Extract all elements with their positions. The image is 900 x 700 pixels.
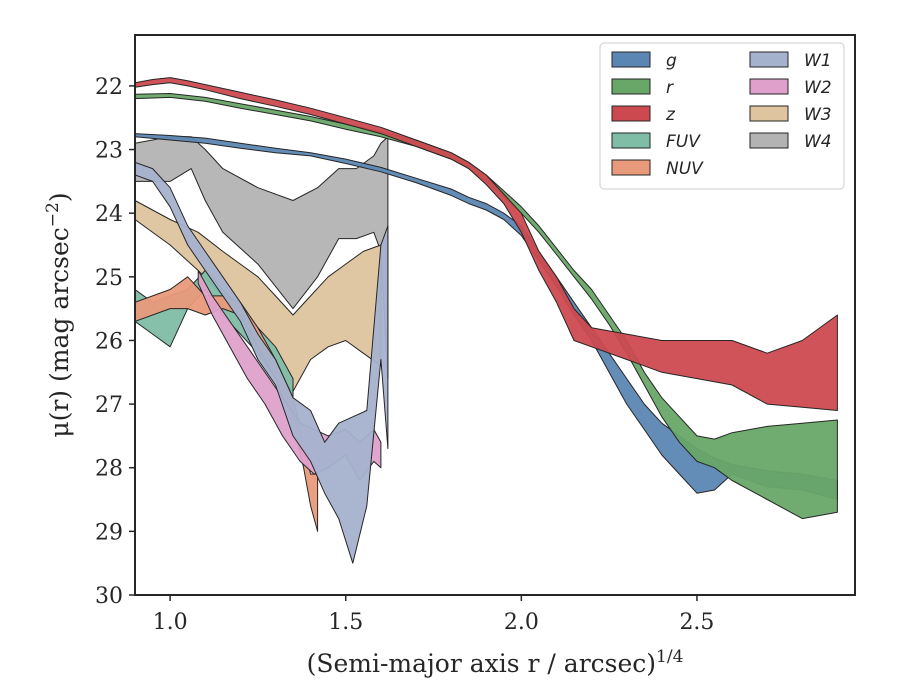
legend-swatch-w1 (749, 51, 789, 68)
x-axis-title-sup: 1/4 (656, 647, 683, 667)
legend-swatch-z (611, 105, 651, 122)
y-tick-label: 23 (95, 139, 123, 164)
legend-swatch-r (611, 78, 651, 95)
y-tick-label: 26 (95, 329, 123, 354)
x-tick-label: 1.5 (328, 610, 363, 635)
y-tick-label: 25 (95, 266, 123, 291)
legend-swatch-fuv (611, 132, 651, 149)
legend-label-nuv: NUV (666, 159, 704, 179)
legend-swatch-nuv (611, 159, 651, 176)
y-tick-label: 24 (95, 202, 123, 227)
y-tick-label: 27 (95, 393, 123, 418)
y-tick-label: 28 (95, 457, 123, 482)
y-axis-title: μ(r) (mag arcsec−2) (43, 192, 74, 437)
x-axis-title: (Semi-major axis r / arcsec)1/4 (307, 647, 684, 678)
y-tick-label: 30 (95, 584, 123, 609)
plot-area (135, 77, 838, 564)
legend-label-w4: W4 (804, 132, 832, 152)
legend-label-g: g (666, 51, 677, 71)
y-tick-label: 29 (95, 520, 123, 545)
y-tick-label: 22 (95, 75, 123, 100)
y-axis-title-tail: ) (45, 192, 74, 202)
x-tick-label: 2.0 (504, 610, 539, 635)
legend: grz FUV NUV W1 W2 W3 W4 (599, 42, 845, 190)
legend-label-w2: W2 (804, 78, 832, 98)
legend-label-fuv: FUV (666, 132, 701, 152)
y-axis-title-main: μ(r) (mag arcsec (45, 227, 74, 437)
axes-frame (134, 34, 856, 596)
x-tick-label: 2.5 (679, 610, 714, 635)
legend-swatch-w4 (749, 132, 789, 149)
legend-label-z: z (665, 105, 676, 125)
legend-label-r: r (666, 78, 674, 98)
band-z (135, 77, 838, 411)
legend-label-w1: W1 (804, 51, 832, 71)
band-w1 (135, 161, 389, 564)
ticks: 1.0 1.5 2.0 2.5 22 23 24 25 26 27 28 29 30 (95, 75, 714, 635)
legend-swatch-g (611, 51, 651, 68)
legend-label-w3: W3 (804, 105, 832, 125)
legend-swatch-w3 (749, 105, 789, 122)
y-axis-title-sup: −2 (43, 202, 63, 227)
legend-swatch-w2 (749, 78, 789, 95)
x-axis-title-main: (Semi-major axis r / arcsec) (307, 649, 656, 678)
x-tick-label: 1.0 (153, 610, 188, 635)
